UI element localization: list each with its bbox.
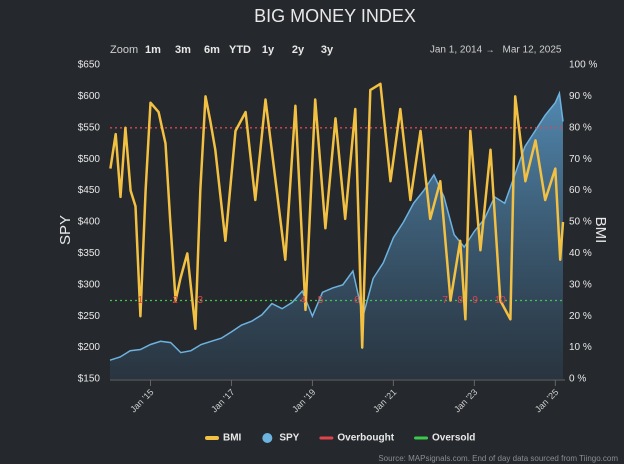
signal-annotation: 5 — [318, 295, 324, 306]
y2-tick-label: 80 % — [569, 122, 592, 133]
legend-label[interactable]: SPY — [279, 433, 299, 444]
y-tick-label: $300 — [78, 279, 101, 290]
y2-tick-label: 50 % — [569, 217, 592, 228]
y2-tick-label: 90 % — [569, 91, 592, 102]
signal-annotation: 10 — [495, 295, 507, 306]
signal-annotation: 1 — [138, 295, 144, 306]
spy-area — [110, 93, 563, 380]
legend-label[interactable]: Oversold — [432, 433, 475, 444]
y-tick-label: $350 — [78, 248, 101, 259]
y2-tick-label: 40 % — [569, 248, 592, 259]
signal-annotation: 8 — [457, 295, 463, 306]
y-tick-label: $200 — [78, 342, 101, 353]
range-from[interactable]: Jan 1, 2014 — [430, 45, 483, 56]
range-to[interactable]: Mar 12, 2025 — [503, 45, 562, 56]
signal-annotation: 2 — [172, 295, 178, 306]
bmi-line — [109, 82, 565, 349]
y2-axis-title: BMI — [592, 217, 609, 244]
y-tick-label: $500 — [78, 154, 101, 165]
y-tick-label: $250 — [78, 311, 101, 322]
y-tick-label: $400 — [78, 217, 101, 228]
signal-annotation: 9 — [472, 295, 478, 306]
y-tick-label: $550 — [78, 122, 101, 133]
legend-swatch — [414, 436, 429, 440]
y2-tick-label: 70 % — [569, 154, 592, 165]
y2-tick-label: 20 % — [569, 311, 592, 322]
legend-swatch — [262, 433, 273, 443]
y-tick-label: $600 — [78, 91, 101, 102]
signal-annotation: 3 — [197, 295, 203, 306]
range-button[interactable]: 3m — [175, 44, 191, 56]
range-button[interactable]: 6m — [204, 44, 220, 56]
spy-line — [109, 90, 564, 361]
y2-tick-label: 0 % — [569, 374, 586, 385]
y-axis-title: SPY — [57, 215, 74, 245]
y-tick-label: $450 — [78, 185, 101, 196]
range-button[interactable]: YTD — [229, 44, 251, 56]
y-tick-label: $650 — [78, 60, 101, 71]
zoom-label: Zoom — [110, 44, 138, 56]
y2-tick-label: 10 % — [569, 342, 592, 353]
range-button[interactable]: 2y — [292, 44, 305, 56]
legend-swatch — [319, 436, 334, 440]
range-button[interactable]: 3y — [321, 44, 334, 56]
source-note: Source: MAPsignals.com. End of day data … — [378, 454, 618, 463]
legend-label[interactable]: Overbought — [337, 433, 394, 444]
y2-tick-label: 30 % — [569, 279, 592, 290]
y-tick-label: $150 — [78, 374, 101, 385]
signal-annotation: 7 — [442, 295, 448, 306]
y2-tick-label: 100 % — [569, 60, 597, 71]
legend-label[interactable]: BMI — [223, 433, 242, 444]
y2-tick-label: 60 % — [569, 185, 592, 196]
range-arrow: → — [486, 44, 495, 54]
signal-annotation: 6 — [354, 295, 360, 306]
chart-title: BIG MONEY INDEX — [254, 6, 416, 26]
signal-annotation: 4 — [300, 295, 306, 306]
range-button[interactable]: 1y — [262, 44, 275, 56]
range-button[interactable]: 1m — [145, 44, 161, 56]
legend-swatch — [205, 436, 219, 440]
